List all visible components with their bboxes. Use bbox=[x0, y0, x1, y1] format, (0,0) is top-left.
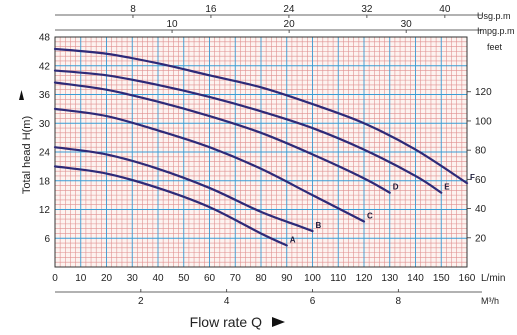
right-tick-label: 60 bbox=[475, 175, 487, 186]
right-tick-label: 40 bbox=[475, 204, 487, 215]
top-unit-label: Impg.p.m bbox=[477, 26, 515, 36]
curve-f bbox=[53, 47, 469, 185]
x-tick-label: 150 bbox=[433, 273, 450, 284]
curve-d bbox=[53, 81, 391, 194]
curve-b bbox=[53, 146, 314, 233]
y-axis-label: Total head H(m) bbox=[21, 116, 33, 194]
plot-frame bbox=[54, 36, 468, 268]
axes bbox=[54, 14, 482, 293]
m3h-tick-label: 4 bbox=[224, 296, 230, 307]
top-tick-label: 24 bbox=[283, 4, 295, 15]
right-unit-label: feet bbox=[487, 42, 503, 52]
y-tick-label: 12 bbox=[39, 205, 51, 216]
x-tick-label: 120 bbox=[356, 273, 373, 284]
grid bbox=[54, 36, 468, 268]
x-tick-label: 60 bbox=[204, 273, 216, 284]
y-tick-label: 6 bbox=[44, 234, 50, 245]
x-tick-label: 100 bbox=[304, 273, 321, 284]
right-tick-label: 100 bbox=[475, 116, 492, 127]
x-tick-label: 20 bbox=[101, 273, 113, 284]
y-tick-label: 36 bbox=[39, 90, 51, 101]
curve-label-f: F bbox=[470, 173, 475, 182]
m3h-unit-label: M³/h bbox=[481, 296, 499, 306]
curve-a bbox=[53, 165, 288, 247]
right-tick-label: 20 bbox=[475, 233, 487, 244]
y-tick-label: 48 bbox=[39, 33, 51, 44]
x-tick-label: 130 bbox=[381, 273, 398, 284]
curve-e bbox=[53, 69, 443, 194]
x-axis-arrow-icon bbox=[272, 317, 285, 327]
curve-label-c: C bbox=[367, 211, 373, 220]
top-tick-label: 32 bbox=[361, 4, 373, 15]
curve-label-e: E bbox=[444, 183, 450, 192]
x-tick-label: 0 bbox=[52, 273, 58, 284]
curve-label-a: A bbox=[290, 235, 296, 244]
m3h-tick-label: 6 bbox=[310, 296, 316, 307]
x-axis-label: Flow rate Q bbox=[190, 314, 262, 330]
x-tick-label: 40 bbox=[152, 273, 164, 284]
top-tick-label: 30 bbox=[401, 19, 413, 30]
x-tick-label: 50 bbox=[178, 273, 190, 284]
x-tick-label: 90 bbox=[281, 273, 293, 284]
curves bbox=[53, 47, 469, 247]
top-tick-label: 16 bbox=[205, 4, 217, 15]
top-tick-label: 40 bbox=[439, 4, 451, 15]
x-unit-label: L/min bbox=[481, 273, 505, 284]
y-tick-label: 42 bbox=[39, 61, 51, 72]
m3h-tick-label: 2 bbox=[138, 296, 144, 307]
curve-label-b: B bbox=[316, 221, 322, 230]
x-tick-label: 140 bbox=[407, 273, 424, 284]
top-tick-label: 20 bbox=[284, 19, 296, 30]
right-tick-label: 80 bbox=[475, 146, 487, 157]
x-tick-label: 70 bbox=[230, 273, 242, 284]
y-tick-label: 24 bbox=[39, 148, 51, 159]
x-tick-label: 30 bbox=[127, 273, 139, 284]
top-tick-label: 8 bbox=[130, 4, 136, 15]
y-tick-label: 30 bbox=[39, 119, 51, 130]
top-tick-label: 10 bbox=[166, 19, 178, 30]
y-tick-label: 18 bbox=[39, 176, 51, 187]
x-tick-label: 110 bbox=[330, 273, 346, 284]
curve-label-d: D bbox=[393, 183, 399, 192]
right-tick-label: 120 bbox=[475, 87, 492, 98]
top-unit-label: Usg.p.m bbox=[477, 11, 511, 21]
x-tick-label: 10 bbox=[75, 273, 87, 284]
m3h-tick-label: 8 bbox=[396, 296, 402, 307]
curve-c bbox=[53, 107, 366, 223]
x-tick-label: 160 bbox=[459, 273, 476, 284]
x-tick-label: 80 bbox=[255, 273, 267, 284]
y-axis-arrow-icon bbox=[19, 90, 24, 100]
